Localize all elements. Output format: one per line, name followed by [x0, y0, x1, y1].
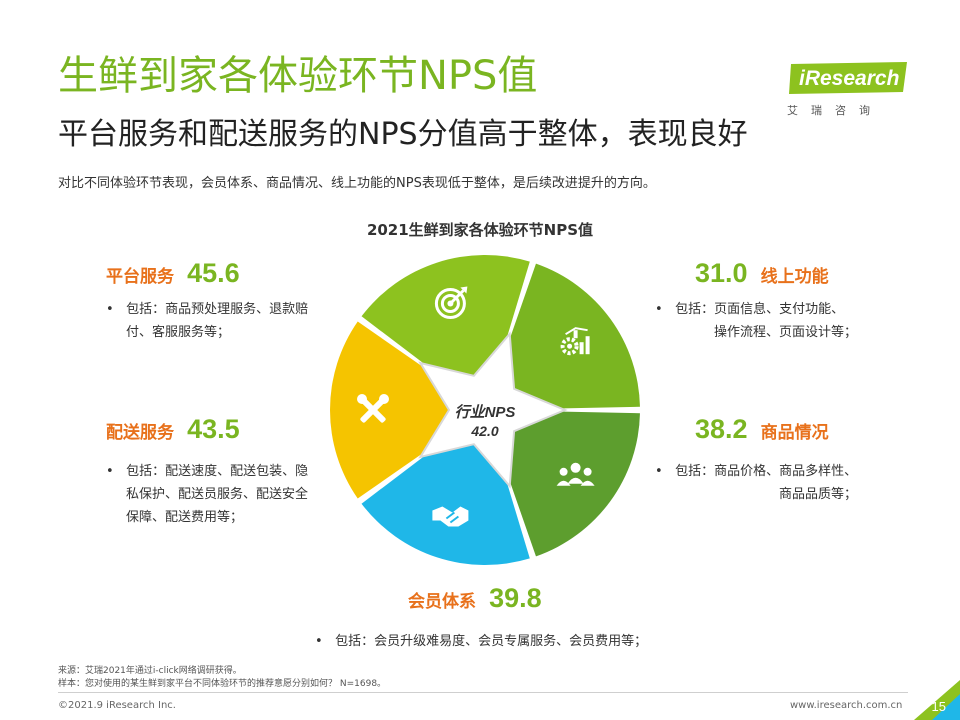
label-goods-desc-line1: 包括：商品价格、商品多样性、 [675, 464, 858, 479]
label-online-name: 线上功能 [760, 267, 829, 287]
logo-sub-text: 艾瑞咨询 [787, 104, 883, 117]
segment-线上功能 [485, 263, 640, 410]
gears-chart-icon [560, 327, 590, 356]
label-delivery-desc-line2: 私保护、配送员服务、配送安全 [126, 487, 309, 502]
nps-pie-chart: 行业NPS 42.0 [330, 255, 640, 565]
label-delivery-name: 配送服务 [106, 423, 174, 443]
label-member-desc-line1: 包括：会员升级难易度、会员专属服务、会员费用等； [335, 634, 648, 649]
footer-copyright: ©2021.9 iResearch Inc. [58, 700, 176, 711]
tools-icon [357, 394, 389, 423]
label-member: 会员体系 39.8 [408, 583, 542, 614]
label-platform-desc-line2: 付、客服服务等； [126, 325, 231, 340]
source-line-1: 来源：艾瑞2021年通过i-click网络调研获得。 [58, 666, 242, 676]
label-member-name: 会员体系 [408, 592, 476, 612]
label-delivery-desc: • 包括：配送速度、配送包装、隐 私保护、配送员服务、配送安全 保障、配送费用等… [106, 460, 346, 529]
center-star [418, 331, 568, 489]
label-online-desc-line1: 包括：页面信息、支付功能、 [675, 302, 845, 317]
source-line-2: 样本：您对使用的某生鲜到家平台不同体验环节的推荐意愿分别如何？ N=1698。 [58, 679, 387, 689]
label-member-desc: • 包括：会员升级难易度、会员专属服务、会员费用等； [315, 634, 648, 649]
label-delivery-desc-line3: 保障、配送费用等； [126, 510, 244, 525]
label-delivery-desc-line1: 包括：配送速度、配送包装、隐 [126, 464, 309, 479]
label-platform-name: 平台服务 [106, 267, 174, 287]
chart-title: 2021生鲜到家各体验环节NPS值 [366, 221, 594, 239]
label-delivery: 配送服务 43.5 [106, 414, 240, 445]
page-corner-decoration [914, 680, 960, 720]
label-member-value: 39.8 [489, 583, 542, 613]
footer-divider [58, 692, 908, 693]
label-online: 31.0 线上功能 [695, 258, 829, 289]
label-goods: 38.2 商品情况 [695, 414, 829, 445]
handshake-icon [432, 506, 469, 527]
label-platform-value: 45.6 [187, 258, 240, 288]
label-platform-desc: • 包括：商品预处理服务、退款赔 付、客服服务等； [106, 298, 346, 344]
page-description: 对比不同体验环节表现，会员体系、商品情况、线上功能的NPS表现低于整体，是后续改… [58, 176, 656, 191]
label-platform: 平台服务 45.6 [106, 258, 240, 289]
center-value: 42.0 [470, 423, 498, 439]
label-goods-value: 38.2 [695, 414, 748, 444]
segment-配送服务 [330, 321, 485, 499]
center-label: 行业NPS [455, 404, 516, 421]
logo-main-text: iResearch [799, 67, 899, 90]
logo-badge-icon: iResearch [789, 62, 907, 94]
label-goods-desc: • 包括：商品价格、商品多样性、 商品品质等； [655, 460, 875, 506]
label-online-desc-line2: 操作流程、页面设计等； [713, 325, 857, 340]
page-title: 生鲜到家各体验环节NPS值 [58, 53, 538, 99]
label-online-value: 31.0 [695, 258, 748, 288]
page-number: 15 [931, 699, 946, 714]
label-delivery-value: 43.5 [187, 414, 240, 444]
label-goods-desc-line2: 商品品质等； [778, 487, 857, 502]
label-online-desc: • 包括：页面信息、支付功能、 操作流程、页面设计等； [655, 298, 875, 344]
footer-website[interactable]: www.iresearch.com.cn [790, 700, 903, 711]
people-group-icon [556, 462, 595, 486]
target-icon [434, 286, 468, 319]
label-goods-name: 商品情况 [760, 423, 829, 443]
iresearch-logo: iResearch 艾瑞咨询 [787, 60, 912, 118]
page-subtitle: 平台服务和配送服务的NPS分值高于整体，表现良好 [58, 117, 748, 152]
label-platform-desc-line1: 包括：商品预处理服务、退款赔 [126, 302, 309, 317]
